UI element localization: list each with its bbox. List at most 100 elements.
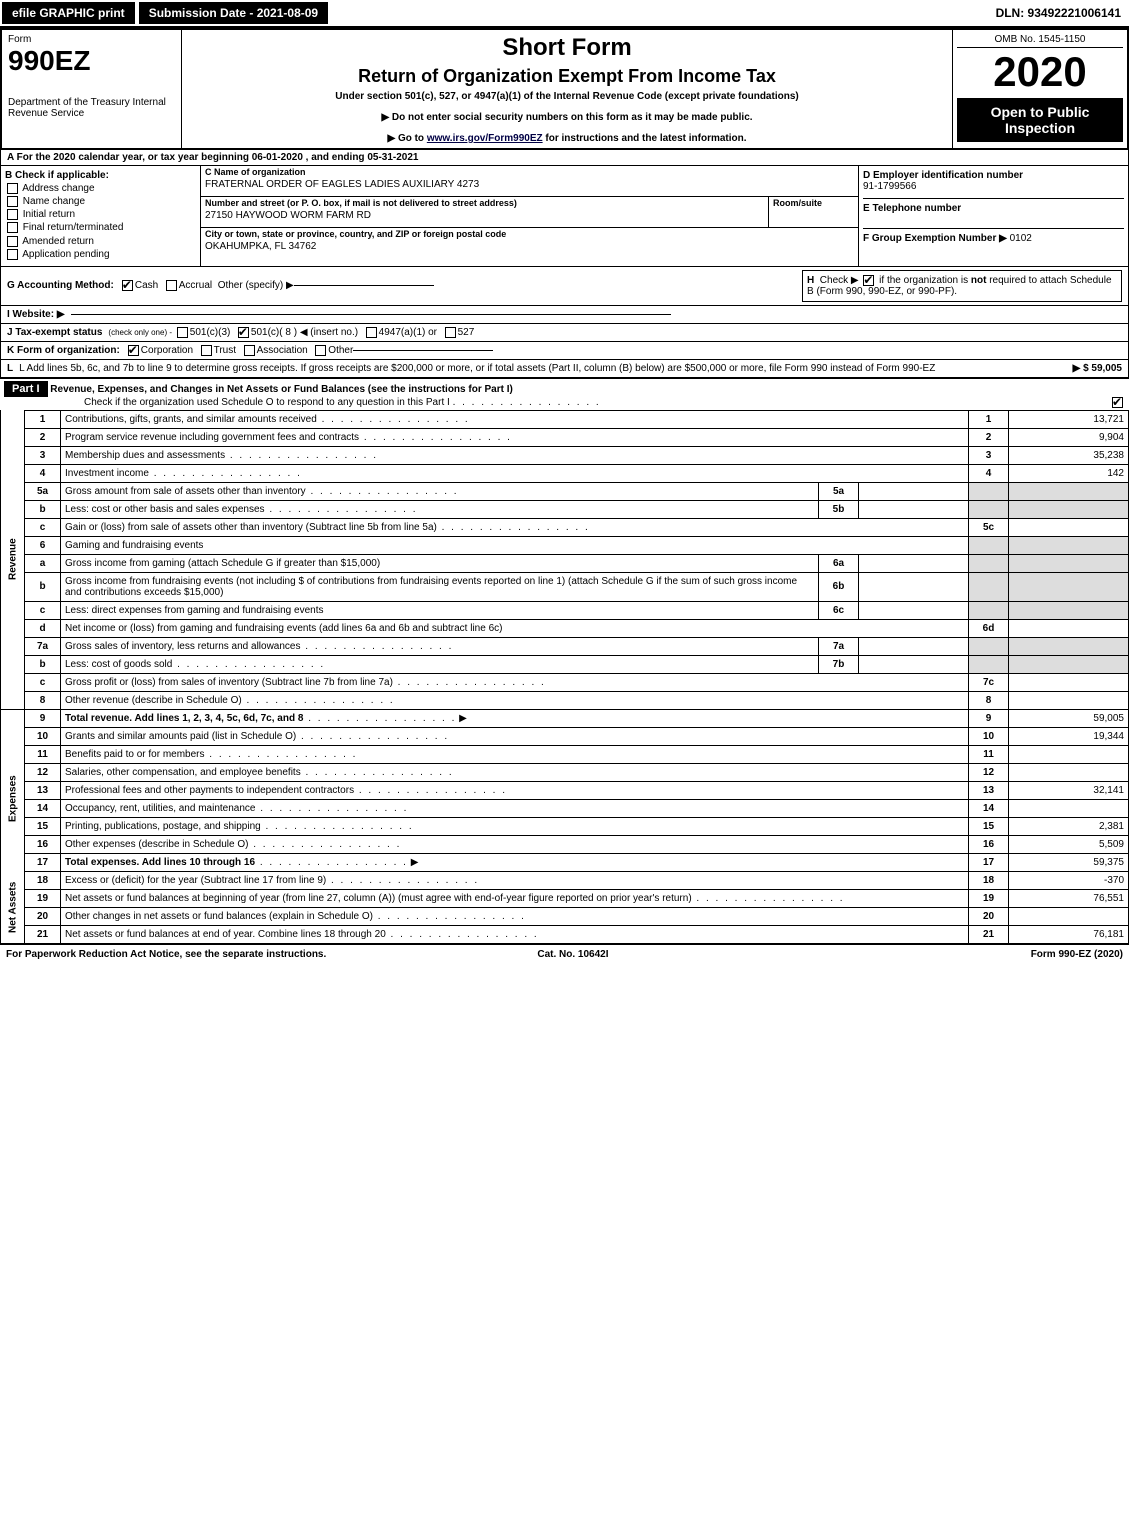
chk-accrual[interactable] (166, 280, 177, 291)
line-9: 9 Total revenue. Add lines 1, 2, 3, 4, 5… (1, 709, 1129, 727)
chk-other[interactable] (315, 345, 326, 356)
chk-initial-return[interactable]: Initial return (5, 209, 196, 220)
chk-trust[interactable] (201, 345, 212, 356)
ln9-val: 59,005 (1009, 709, 1129, 727)
chk-amended[interactable]: Amended return (5, 236, 196, 247)
chk-name-change[interactable]: Name change (5, 196, 196, 207)
ln8-num: 8 (25, 691, 61, 709)
chk-pending[interactable]: Application pending (5, 249, 196, 260)
ln6a-sub: 6a (819, 554, 859, 572)
ln21-val: 76,181 (1009, 925, 1129, 943)
line-10: Expenses 10 Grants and similar amounts p… (1, 727, 1129, 745)
ln1-num: 1 (25, 410, 61, 428)
g-label: G Accounting Method: (7, 280, 114, 291)
notice-ssn: ▶ Do not enter social security numbers o… (192, 112, 942, 123)
ln7b-subval (859, 655, 969, 673)
ln3-num: 3 (25, 446, 61, 464)
ln6c-desc: Less: direct expenses from gaming and fu… (65, 605, 323, 616)
g-other-input[interactable] (294, 285, 434, 286)
ln9-desc: Total revenue. Add lines 1, 2, 3, 4, 5c,… (65, 713, 303, 724)
form-label: Form (8, 34, 175, 45)
chk-cash[interactable] (122, 280, 133, 291)
ln7c-desc: Gross profit or (loss) from sales of inv… (65, 677, 393, 688)
chk-schedule-b[interactable] (863, 275, 874, 286)
g-accrual: Accrual (179, 280, 212, 291)
ln6b-num: b (25, 572, 61, 601)
chk-527[interactable] (445, 327, 456, 338)
ln7a-subval (859, 637, 969, 655)
chk-address-change[interactable]: Address change (5, 183, 196, 194)
ln6a-val (1009, 554, 1129, 572)
chk-corp[interactable] (128, 345, 139, 356)
ln5b-sub: 5b (819, 500, 859, 518)
c-label: C Name of organization (201, 166, 858, 178)
row-k: K Form of organization: Corporation Trus… (1, 342, 1128, 360)
ln5c-num: c (25, 518, 61, 536)
b-label: B Check if applicable: (5, 170, 196, 181)
ln14-desc: Occupancy, rent, utilities, and maintena… (65, 803, 255, 814)
ln10-num: 10 (25, 727, 61, 745)
line-5c: c Gain or (loss) from sale of assets oth… (1, 518, 1129, 536)
e-label: E Telephone number (863, 198, 1124, 214)
k-label: K Form of organization: (7, 345, 120, 356)
k-corp: Corporation (141, 345, 193, 356)
line-21: 21 Net assets or fund balances at end of… (1, 925, 1129, 943)
ln11-box: 11 (969, 745, 1009, 763)
ln5b-val (1009, 500, 1129, 518)
ln16-val: 5,509 (1009, 835, 1129, 853)
ln7a-val (1009, 637, 1129, 655)
ln14-box: 14 (969, 799, 1009, 817)
ln2-val: 9,904 (1009, 428, 1129, 446)
ln20-box: 20 (969, 907, 1009, 925)
g-cash: Cash (135, 280, 158, 291)
lines-table: Revenue 1 Contributions, gifts, grants, … (0, 410, 1129, 944)
ln15-val: 2,381 (1009, 817, 1129, 835)
ln1-desc: Contributions, gifts, grants, and simila… (65, 414, 317, 425)
header-right: OMB No. 1545-1150 2020 Open to Public In… (952, 30, 1127, 148)
open-public-badge: Open to Public Inspection (957, 98, 1123, 142)
footer-right: Form 990-EZ (2020) (1031, 949, 1123, 960)
chk-assoc[interactable] (244, 345, 255, 356)
i-label: I Website: ▶ (7, 309, 65, 320)
ln5c-desc: Gain or (loss) from sale of assets other… (65, 522, 437, 533)
k-assoc: Association (257, 345, 308, 356)
ln5b-box (969, 500, 1009, 518)
chk-final-return[interactable]: Final return/terminated (5, 222, 196, 233)
ln7c-box: 7c (969, 673, 1009, 691)
line-14: 14 Occupancy, rent, utilities, and maint… (1, 799, 1129, 817)
notice-pre: ▶ Go to (387, 133, 426, 144)
ln5a-val (1009, 482, 1129, 500)
chk-schedule-o[interactable] (1112, 397, 1123, 408)
g-other: Other (specify) ▶ (218, 280, 294, 291)
website-input[interactable] (71, 314, 671, 315)
ln3-box: 3 (969, 446, 1009, 464)
ln17-box: 17 (969, 853, 1009, 871)
header-center: Short Form Return of Organization Exempt… (182, 30, 952, 148)
short-form-title: Short Form (192, 34, 942, 62)
ln4-box: 4 (969, 464, 1009, 482)
chk-501c3[interactable] (177, 327, 188, 338)
efile-print-button[interactable]: efile GRAPHIC print (2, 2, 135, 24)
chk-501c[interactable] (238, 327, 249, 338)
k-other-input[interactable] (353, 350, 493, 351)
ln6b-desc: Gross income from fundraising events (no… (65, 576, 797, 598)
ln11-desc: Benefits paid to or for members (65, 749, 205, 760)
ln6-num: 6 (25, 536, 61, 554)
ln5a-desc: Gross amount from sale of assets other t… (65, 486, 306, 497)
row-g-h: G Accounting Method: Cash Accrual Other … (1, 267, 1128, 306)
chk-4947[interactable] (366, 327, 377, 338)
part1-title: Revenue, Expenses, and Changes in Net As… (50, 384, 513, 395)
omb-number: OMB No. 1545-1150 (957, 34, 1123, 48)
section-d-e-f: D Employer identification number 91-1799… (858, 166, 1128, 266)
ln6a-box (969, 554, 1009, 572)
ln7a-box (969, 637, 1009, 655)
ln5b-num: b (25, 500, 61, 518)
ln14-val (1009, 799, 1129, 817)
line-1: Revenue 1 Contributions, gifts, grants, … (1, 410, 1129, 428)
under-section: Under section 501(c), 527, or 4947(a)(1)… (192, 91, 942, 102)
net-assets-side-label: Net Assets (1, 871, 25, 943)
irs-link[interactable]: www.irs.gov/Form990EZ (427, 133, 543, 144)
ln1-box: 1 (969, 410, 1009, 428)
ln8-desc: Other revenue (describe in Schedule O) (65, 695, 242, 706)
part1-header-row: Part I Revenue, Expenses, and Changes in… (0, 378, 1129, 410)
